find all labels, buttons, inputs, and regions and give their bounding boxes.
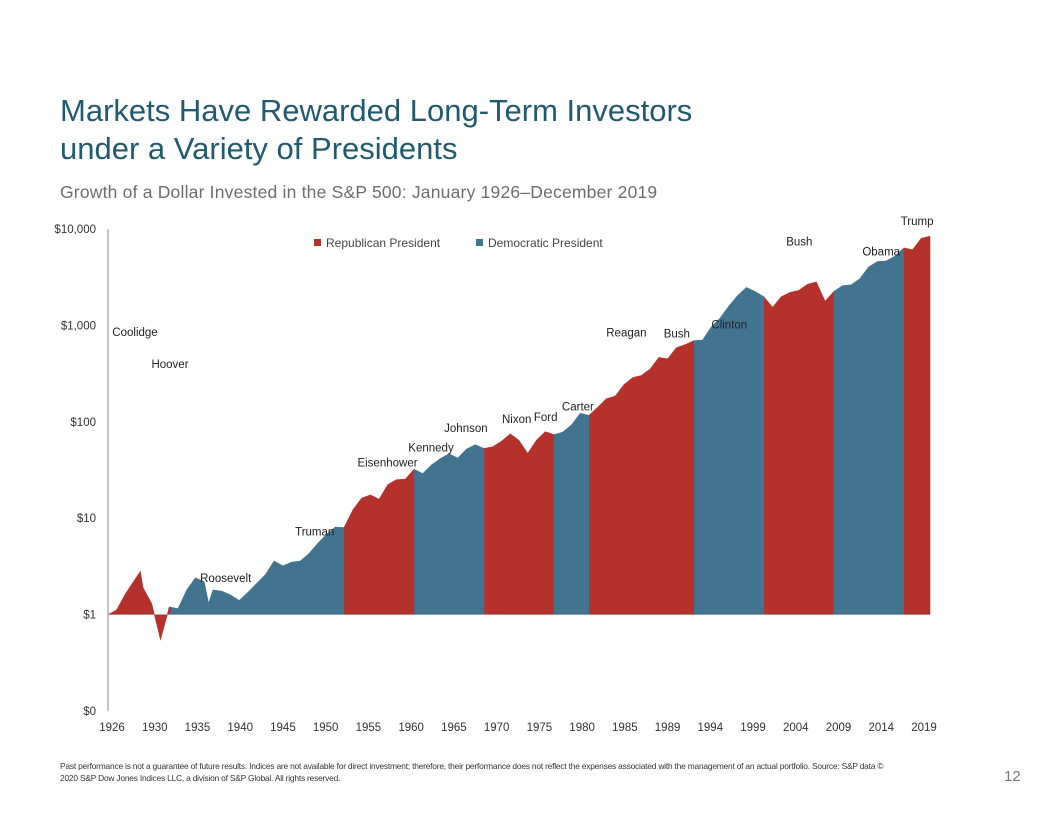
footnote-line-1: Past performance is not a guarantee of f…: [60, 761, 884, 771]
president-label-truman-3: Truman: [295, 527, 334, 539]
president-labels: Coolidge Hoover Roosevelt Truman Eisenhower K…: [112, 216, 933, 585]
area-hoover-1: [135, 570, 171, 641]
x-tick-label-1945: 1945: [270, 722, 296, 734]
president-label-ford-8: Ford: [534, 412, 558, 424]
x-tick-label-2019: 2019: [911, 722, 937, 734]
footnote: Past performance is not a guarantee of f…: [60, 760, 980, 784]
x-tick-label-1989: 1989: [655, 722, 681, 734]
president-label-johnson-6: Johnson: [444, 423, 487, 435]
x-tick-label-1999: 1999: [740, 722, 766, 734]
area-trump-15: [903, 236, 931, 615]
page-number: 12: [1004, 768, 1021, 785]
president-label-obama-14: Obama: [862, 246, 900, 258]
legend: Republican President Democratic President: [314, 236, 603, 250]
area-nixon-7: [484, 433, 534, 615]
president-label-coolidge-0: Coolidge: [112, 327, 157, 339]
area-clinton-12: [694, 287, 765, 615]
area-carter-9: [554, 412, 590, 615]
x-tick-label-1965: 1965: [441, 722, 467, 734]
y-tick-label-5: $10,000: [54, 224, 96, 236]
x-tick-label-1926: 1926: [99, 722, 125, 734]
y-tick-label-4: $1,000: [61, 320, 96, 332]
president-label-roosevelt-2: Roosevelt: [200, 573, 252, 585]
president-label-clinton-12: Clinton: [711, 320, 747, 332]
area-reagan-10: [589, 357, 660, 615]
area-coolidge-0: [107, 577, 136, 615]
x-tick-label-1994: 1994: [698, 722, 724, 734]
x-tick-label-2014: 2014: [868, 722, 894, 734]
x-tick-label-1950: 1950: [313, 722, 339, 734]
x-tick-label-1985: 1985: [612, 722, 638, 734]
title-line-1: Markets Have Rewarded Long-Term Investor…: [60, 93, 693, 128]
y-tick-label-3: $100: [70, 417, 96, 429]
x-tick-label-2004: 2004: [783, 722, 809, 734]
president-areas: [107, 236, 931, 641]
area-obama-14: [833, 247, 905, 615]
page-subtitle: Growth of a Dollar Invested in the S&P 5…: [60, 182, 658, 202]
legend-label-1: Democratic President: [488, 236, 603, 250]
area-roosevelt-2: [170, 560, 278, 615]
president-label-hoover-1: Hoover: [151, 359, 188, 371]
legend-swatch-0: [314, 239, 321, 246]
title-line-2: under a Variety of Presidents: [60, 131, 458, 166]
x-tick-label-1930: 1930: [142, 722, 168, 734]
y-tick-label-0: $0: [83, 706, 96, 718]
area-bush-11: [659, 340, 695, 615]
president-label-trump-15: Trump: [901, 216, 934, 228]
president-label-kennedy-5: Kennedy: [408, 443, 454, 455]
president-label-bush-13: Bush: [786, 236, 812, 248]
legend-label-0: Republican President: [326, 236, 441, 250]
president-label-nixon-7: Nixon: [502, 414, 531, 426]
x-tick-label-1975: 1975: [527, 722, 553, 734]
area-truman-3: [276, 526, 345, 615]
x-tick-label-1940: 1940: [227, 722, 253, 734]
area-eisenhower-4: [344, 468, 415, 615]
area-johnson-6: [439, 444, 485, 615]
x-tick-label-1960: 1960: [398, 722, 424, 734]
area-ford-8: [532, 431, 555, 615]
x-tick-labels: 1926 1930 1935 1940 1945 1950 1955 1960 1965 1970…: [99, 722, 937, 734]
area-bush-13: [764, 281, 835, 615]
footnote-line-2: 2020 S&P Dow Jones Indices LLC, a divisi…: [60, 773, 341, 783]
legend-swatch-1: [476, 239, 483, 246]
president-label-carter-9: Carter: [562, 401, 594, 413]
chart-axes: [107, 229, 930, 711]
y-tick-label-1: $1: [83, 610, 96, 622]
area-kennedy-5: [414, 458, 440, 615]
x-tick-label-1980: 1980: [569, 722, 595, 734]
x-tick-label-2009: 2009: [826, 722, 852, 734]
president-label-eisenhower-4: Eisenhower: [357, 458, 417, 470]
president-label-bush-11: Bush: [664, 329, 690, 341]
y-tick-label-2: $10: [77, 513, 96, 525]
x-tick-label-1935: 1935: [185, 722, 211, 734]
president-label-reagan-10: Reagan: [606, 327, 646, 339]
growth-chart: $0 $1 $10 $100 $1,000 $10,000 1926 1930 1935 194…: [54, 216, 937, 734]
page-title: Markets Have Rewarded Long-Term Investor…: [60, 92, 960, 168]
x-tick-label-1955: 1955: [356, 722, 382, 734]
y-tick-labels: $0 $1 $10 $100 $1,000 $10,000: [54, 224, 96, 718]
x-tick-label-1970: 1970: [484, 722, 510, 734]
